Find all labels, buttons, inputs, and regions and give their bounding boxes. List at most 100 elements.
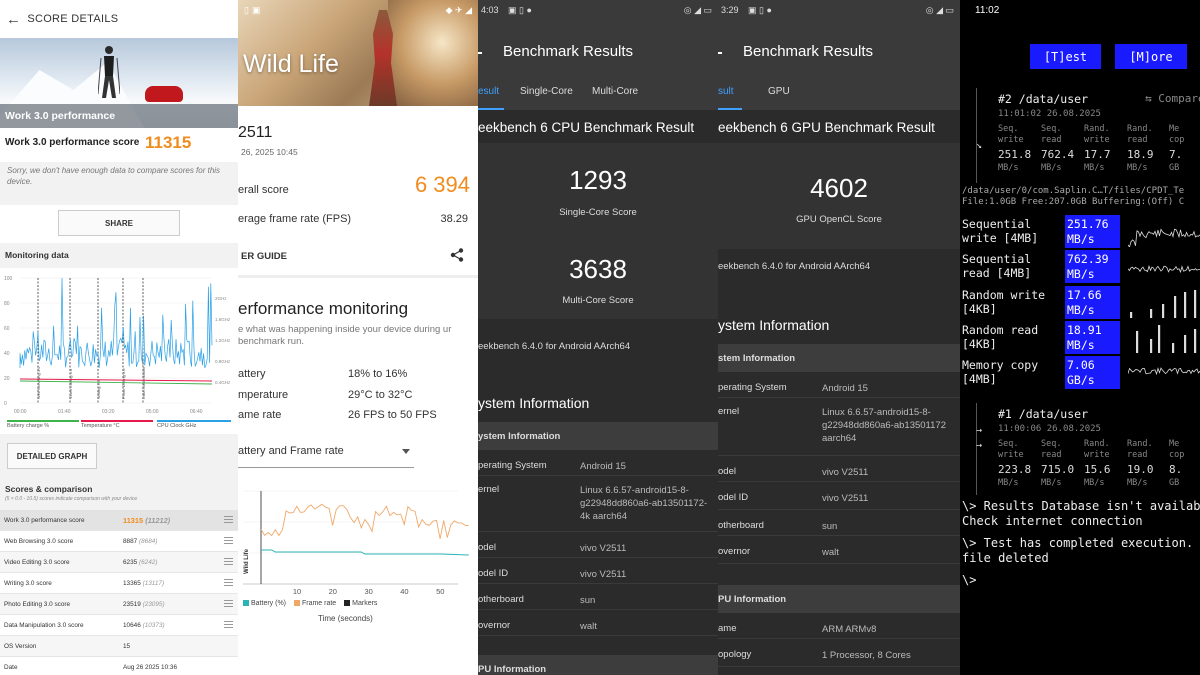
test-name: Sequential write [4MB] bbox=[962, 217, 1039, 245]
column-header: Seq. write bbox=[998, 439, 1024, 460]
column-unit: MB/s bbox=[1127, 163, 1148, 173]
user-guide-link[interactable]: ER GUIDE bbox=[241, 251, 287, 262]
row-label: Data Manipulation 3.0 score bbox=[4, 622, 84, 629]
metric-value: 18% to 16% bbox=[348, 368, 408, 380]
test-result-bar: 762.39 MB/s bbox=[1065, 250, 1120, 283]
back-arrow-icon[interactable]: ← bbox=[6, 10, 22, 28]
cpu-clock-series bbox=[19, 277, 213, 369]
command-prompt[interactable]: \> bbox=[962, 573, 977, 587]
file-info: File:1.0GB Free:207.0GB Buffering:(Off) … bbox=[962, 197, 1185, 207]
row-value: 13365 (13117) bbox=[123, 580, 164, 587]
legend-markers: Markers bbox=[344, 600, 377, 607]
compare-button[interactable]: ⇆ Compare bbox=[1145, 92, 1200, 105]
share-button[interactable]: SHARE bbox=[58, 210, 180, 236]
test-value: 251.76 bbox=[1067, 217, 1109, 231]
chart-side-label: Wild Life bbox=[244, 548, 250, 574]
system-info-title: ystem Information bbox=[478, 395, 590, 411]
chart-x-label: Time (seconds) bbox=[318, 614, 373, 623]
test-value: 17.66 bbox=[1067, 288, 1102, 302]
column-unit: MB/s bbox=[1084, 163, 1105, 173]
status-icons: ▣ ▯ ● bbox=[748, 5, 772, 15]
monitoring-graph: 100 80 60 40 20 0 2GHz 1.6GHz 1.2GHz 0.8GHz 0.4GHz… bbox=[0, 268, 238, 434]
menu-icon[interactable] bbox=[224, 516, 233, 523]
row-value-text: 10646 bbox=[123, 622, 141, 629]
expand-arrow-icon[interactable]: ↘ bbox=[976, 140, 983, 151]
column-value: 15.6 bbox=[1084, 463, 1111, 476]
table-row[interactable]: Date Aug 26 2025 10:36 bbox=[0, 657, 238, 675]
menu-icon[interactable] bbox=[224, 558, 233, 565]
menu-icon[interactable] bbox=[224, 600, 233, 607]
message-line: \> Test has completed execution. bbox=[962, 536, 1194, 550]
x-tick: 06:40 bbox=[190, 409, 203, 415]
column-header: Seq. write bbox=[998, 124, 1024, 145]
test-button[interactable]: [T]est bbox=[1030, 44, 1101, 69]
legend-swatch bbox=[293, 600, 300, 606]
metric-label: mperature bbox=[238, 389, 289, 401]
score-card: 1293 Single-Core Score 3638 Multi-Core S… bbox=[478, 143, 718, 319]
tab-gpu[interactable]: GPU bbox=[768, 86, 790, 97]
row-comparison: (23095) bbox=[142, 601, 165, 608]
column-header: Rand. read bbox=[1127, 439, 1153, 460]
column-unit: MB/s bbox=[1041, 478, 1062, 488]
x-tick: 20 bbox=[329, 587, 337, 596]
info-row: perating System Android 15 bbox=[478, 450, 718, 476]
back-arrow-icon[interactable] bbox=[718, 52, 722, 54]
detailed-graph-button[interactable]: DETAILED GRAPH bbox=[7, 443, 97, 469]
tab-result[interactable]: esult bbox=[478, 86, 500, 97]
info-row: ernel Linux 6.6.57-android15-8-g22948dd86… bbox=[718, 398, 960, 456]
info-value: Android 15 bbox=[822, 383, 868, 394]
marker-label: Data Manipulation 3.0 bbox=[141, 359, 146, 399]
row-value: 23519 (23095) bbox=[123, 601, 165, 608]
frame-rate-series bbox=[260, 503, 469, 539]
table-row[interactable]: Data Manipulation 3.0 score 10646 (10373) bbox=[0, 615, 238, 636]
row-value: Aug 26 2025 10:36 bbox=[123, 664, 177, 671]
row-label: Date bbox=[4, 664, 18, 671]
menu-icon[interactable] bbox=[224, 579, 233, 586]
y-tick-left: 20 bbox=[4, 376, 10, 382]
table-row[interactable]: Video Editing 3.0 score 6235 (6242) bbox=[0, 552, 238, 573]
info-value: Linux 6.6.57-android15-8-g22948dd860a6-a… bbox=[822, 407, 946, 444]
back-arrow-icon[interactable] bbox=[478, 52, 482, 54]
performance-monitoring-title: erformance monitoring bbox=[238, 299, 409, 318]
table-row[interactable]: Web Browsing 3.0 score 8887 (8684) bbox=[0, 531, 238, 552]
table-row[interactable]: OS Version 15 bbox=[0, 636, 238, 657]
table-row[interactable]: Work 3.0 performance score 11315 (11212) bbox=[0, 510, 238, 531]
score-card: 4602 GPU OpenCL Score bbox=[718, 143, 960, 249]
column-header: Seq. read bbox=[1041, 439, 1062, 460]
table-row[interactable]: Writing 3.0 score 13365 (13117) bbox=[0, 573, 238, 594]
info-key: otherboard bbox=[478, 594, 524, 605]
test-name: Memory copy [4MB] bbox=[962, 358, 1039, 386]
menu-icon[interactable] bbox=[224, 537, 233, 544]
cpu-info-header: PU Information bbox=[478, 655, 718, 675]
y-tick-right: 1.6GHz bbox=[215, 317, 231, 322]
info-row: overnor walt bbox=[478, 610, 718, 636]
test-sparkline bbox=[1128, 228, 1200, 247]
more-button[interactable]: [M]ore bbox=[1115, 44, 1187, 69]
x-tick: 40 bbox=[400, 587, 408, 596]
battery-series bbox=[19, 380, 213, 385]
column-header: Rand. write bbox=[1084, 124, 1110, 145]
info-row: odel ID vivo V2511 bbox=[718, 482, 960, 510]
tab-single-core[interactable]: Single-Core bbox=[520, 86, 573, 97]
arrow-right-icon[interactable]: → bbox=[976, 440, 983, 451]
run-2-timestamp: 11:01:02 26.08.2025 bbox=[998, 109, 1101, 119]
sparkline-series bbox=[1128, 228, 1200, 247]
tab-result[interactable]: sult bbox=[718, 86, 734, 97]
legend-swatch bbox=[344, 600, 351, 606]
x-tick: 01:40 bbox=[58, 409, 71, 415]
status-icons: ▣ ▯ ● bbox=[508, 5, 532, 15]
app-title: Benchmark Results bbox=[743, 43, 874, 60]
cpu-info-header: PU Information bbox=[718, 585, 960, 613]
tab-multi-core[interactable]: Multi-Core bbox=[592, 86, 639, 97]
legend-battery-swatch bbox=[7, 420, 79, 422]
row-comparison: (6242) bbox=[139, 559, 158, 566]
marker-label: Video Editing 3.0 bbox=[68, 368, 73, 399]
menu-icon[interactable] bbox=[224, 621, 233, 628]
status-signal-icon: ◆ ✈ ◢ bbox=[445, 5, 472, 15]
chart-series-dropdown[interactable]: attery and Frame rate bbox=[238, 436, 414, 468]
table-row[interactable]: Photo Editing 3.0 score 23519 (23095) bbox=[0, 594, 238, 615]
row-value: 10646 (10373) bbox=[123, 622, 165, 629]
arrow-right-icon[interactable]: → bbox=[976, 425, 983, 436]
share-icon[interactable] bbox=[450, 248, 464, 262]
sparkline-bar bbox=[1194, 290, 1197, 318]
